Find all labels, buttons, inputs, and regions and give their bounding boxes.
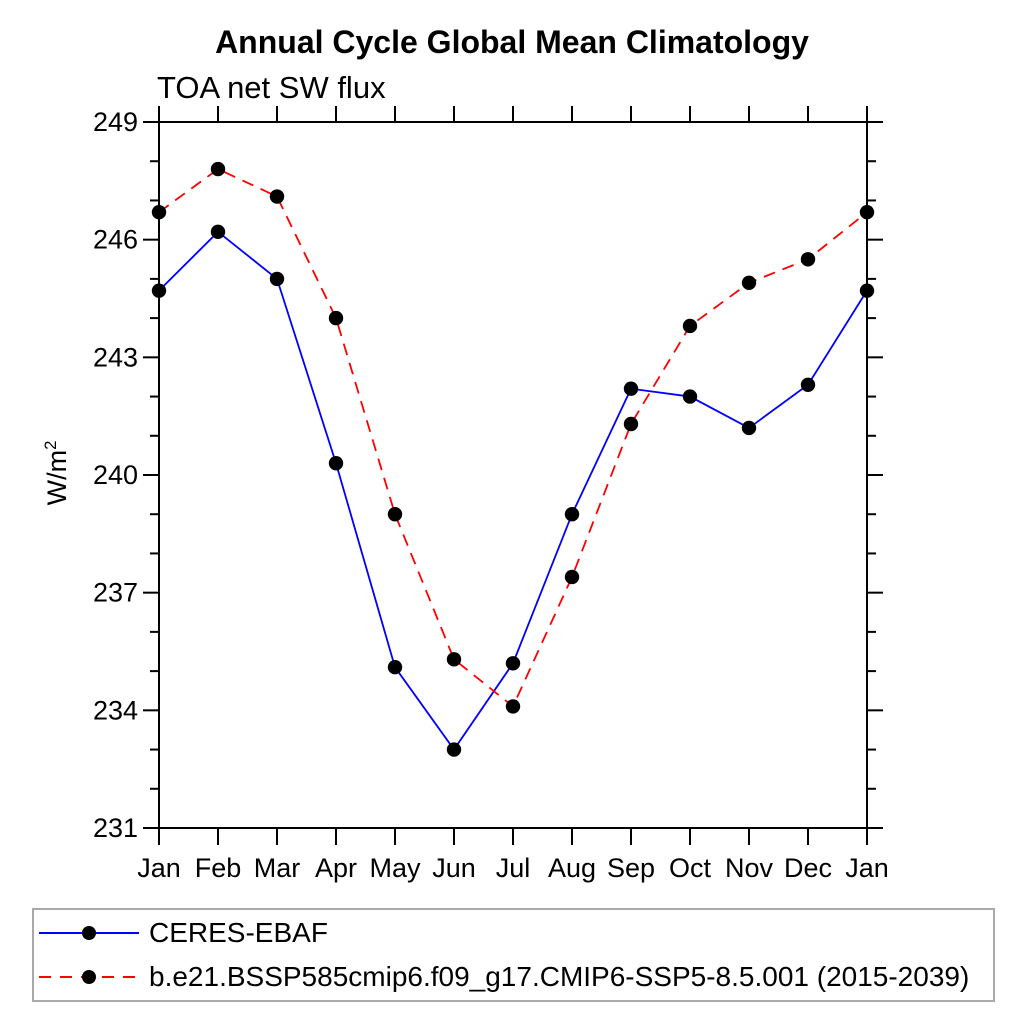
data-point-marker: [564, 507, 580, 522]
y-tick-label: 237: [93, 578, 138, 608]
series-line-1: [158, 168, 868, 708]
x-tick-label: Nov: [725, 853, 774, 883]
data-point-marker: [269, 271, 285, 287]
x-tick-label: May: [369, 853, 421, 883]
data-point-marker: [564, 569, 580, 585]
x-tick-label: Feb: [195, 853, 242, 883]
data-point-marker: [859, 205, 875, 220]
data-point-marker: [623, 416, 639, 432]
data-point-marker: [505, 656, 521, 671]
chart-title: Annual Cycle Global Mean Climatology: [215, 24, 809, 60]
y-tick-label: 243: [93, 342, 138, 372]
data-point-marker: [800, 252, 816, 267]
x-tick-label: Jul: [496, 853, 531, 883]
data-point-marker: [269, 189, 285, 204]
legend-line-sample-solid: [39, 926, 139, 940]
x-tick-label: Sep: [607, 853, 655, 883]
data-point-marker: [328, 456, 344, 471]
data-point-marker: [682, 318, 698, 334]
legend-line-sample-dashed: [39, 970, 139, 984]
y-tick-label: 246: [93, 225, 138, 255]
y-tick-label: 234: [93, 695, 138, 725]
x-tick-label: Jun: [432, 853, 476, 883]
x-tick-label: Aug: [548, 853, 596, 883]
data-point-marker: [151, 205, 167, 220]
data-point-marker: [151, 283, 167, 298]
data-point-marker: [210, 161, 226, 177]
data-point-marker: [446, 652, 462, 667]
legend-label: b.e21.BSSP585cmip6.f09_g17.CMIP6-SSP5-8.…: [149, 961, 970, 992]
data-point-marker: [623, 381, 639, 396]
data-point-marker: [741, 420, 757, 436]
x-tick-label: Mar: [254, 853, 301, 883]
y-tick-label: 240: [93, 460, 138, 490]
y-tick-label: 249: [93, 107, 138, 137]
data-point-marker: [446, 742, 462, 757]
data-point-marker: [800, 377, 816, 392]
data-point-marker: [505, 699, 521, 714]
y-tick-label: 231: [93, 813, 138, 843]
data-point-marker: [741, 275, 757, 291]
x-tick-label: Oct: [669, 853, 712, 883]
data-point-marker: [387, 659, 403, 675]
x-tick-label: Apr: [315, 853, 357, 883]
legend-box: CERES-EBAF b.e21.BSSP585cmip6.f09_g17.CM…: [32, 908, 995, 1002]
data-point-marker: [859, 283, 875, 298]
chart-subtitle: TOA net SW flux: [157, 70, 386, 105]
plot-border: [158, 121, 868, 829]
legend-row-model: b.e21.BSSP585cmip6.f09_g17.CMIP6-SSP5-8.…: [34, 955, 993, 999]
x-tick-label: Dec: [784, 853, 832, 883]
legend-marker-icon: [82, 926, 96, 940]
data-point-marker: [210, 224, 226, 240]
data-point-marker: [328, 310, 344, 326]
x-tick-label: Jan: [137, 853, 181, 883]
legend-marker-icon: [82, 970, 96, 984]
data-point-marker: [682, 389, 698, 404]
x-tick-label: Jan: [845, 853, 889, 883]
legend-row-ceres: CERES-EBAF: [34, 911, 993, 955]
series-line-0: [158, 230, 868, 752]
legend-label: CERES-EBAF: [149, 917, 328, 948]
data-point-marker: [387, 507, 403, 522]
